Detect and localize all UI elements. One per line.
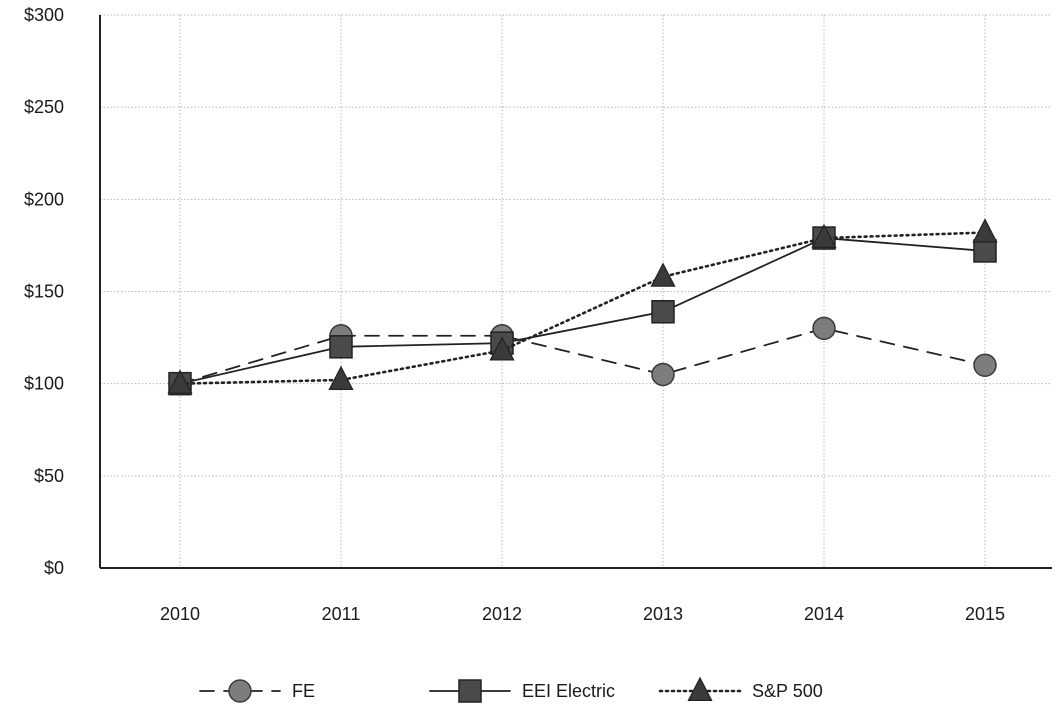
y-tick-label: $250 <box>24 97 64 117</box>
data-point-eei-electric <box>329 335 353 359</box>
data-point-eei-electric <box>651 300 675 324</box>
data-point-s-p-500 <box>650 262 676 287</box>
series-eei-electric <box>168 226 997 396</box>
data-point-fe <box>812 316 836 341</box>
x-tick-label: 2010 <box>160 604 200 624</box>
series-group <box>167 218 998 396</box>
data-point-fe <box>973 353 997 377</box>
y-tick-label: $200 <box>24 189 64 209</box>
legend-marker-s-p-500 <box>687 676 713 702</box>
y-axis-ticks: $0 $50 $100 $150 $200 $250 $300 <box>24 5 64 578</box>
legend-marker-eei-electric <box>458 679 482 703</box>
y-tick-label: $0 <box>44 558 64 578</box>
legend-item-s-p-500: S&P 500 <box>658 676 823 702</box>
legend-item-eei-electric: EEI Electric <box>429 679 615 703</box>
y-tick-label: $100 <box>24 374 64 394</box>
legend-item-fe: FE <box>199 679 315 703</box>
legend: FE EEI Electric S&P 500 <box>199 676 823 703</box>
x-tick-label: 2015 <box>965 604 1005 624</box>
data-point-fe <box>651 362 675 387</box>
data-point-s-p-500 <box>328 365 354 391</box>
data-point-s-p-500 <box>811 223 837 249</box>
legend-marker-fe <box>228 679 252 703</box>
data-point-s-p-500 <box>167 369 193 394</box>
series-s-p-500 <box>167 218 998 394</box>
gridlines <box>100 14 1052 568</box>
x-tick-label: 2014 <box>804 604 844 624</box>
x-tick-label: 2013 <box>643 604 683 624</box>
series-line-s-p-500 <box>178 231 987 385</box>
y-tick-label: $150 <box>24 282 64 302</box>
x-axis-ticks: 2010 2011 2012 2013 2014 2015 <box>160 604 1005 624</box>
y-tick-label: $50 <box>34 466 64 486</box>
data-point-s-p-500 <box>489 336 515 361</box>
x-tick-label: 2011 <box>322 604 361 624</box>
series-line-eei-electric <box>179 237 986 385</box>
legend-label-fe: FE <box>292 681 315 701</box>
axes <box>99 15 1052 569</box>
x-tick-label: 2012 <box>482 604 522 624</box>
legend-label-s-p-500: S&P 500 <box>752 681 823 701</box>
data-point-eei-electric <box>973 239 997 263</box>
series-line-fe <box>179 327 986 385</box>
series-fe <box>168 316 997 396</box>
y-tick-label: $300 <box>24 5 64 25</box>
legend-label-eei-electric: EEI Electric <box>522 681 615 701</box>
data-point-s-p-500 <box>972 218 998 243</box>
